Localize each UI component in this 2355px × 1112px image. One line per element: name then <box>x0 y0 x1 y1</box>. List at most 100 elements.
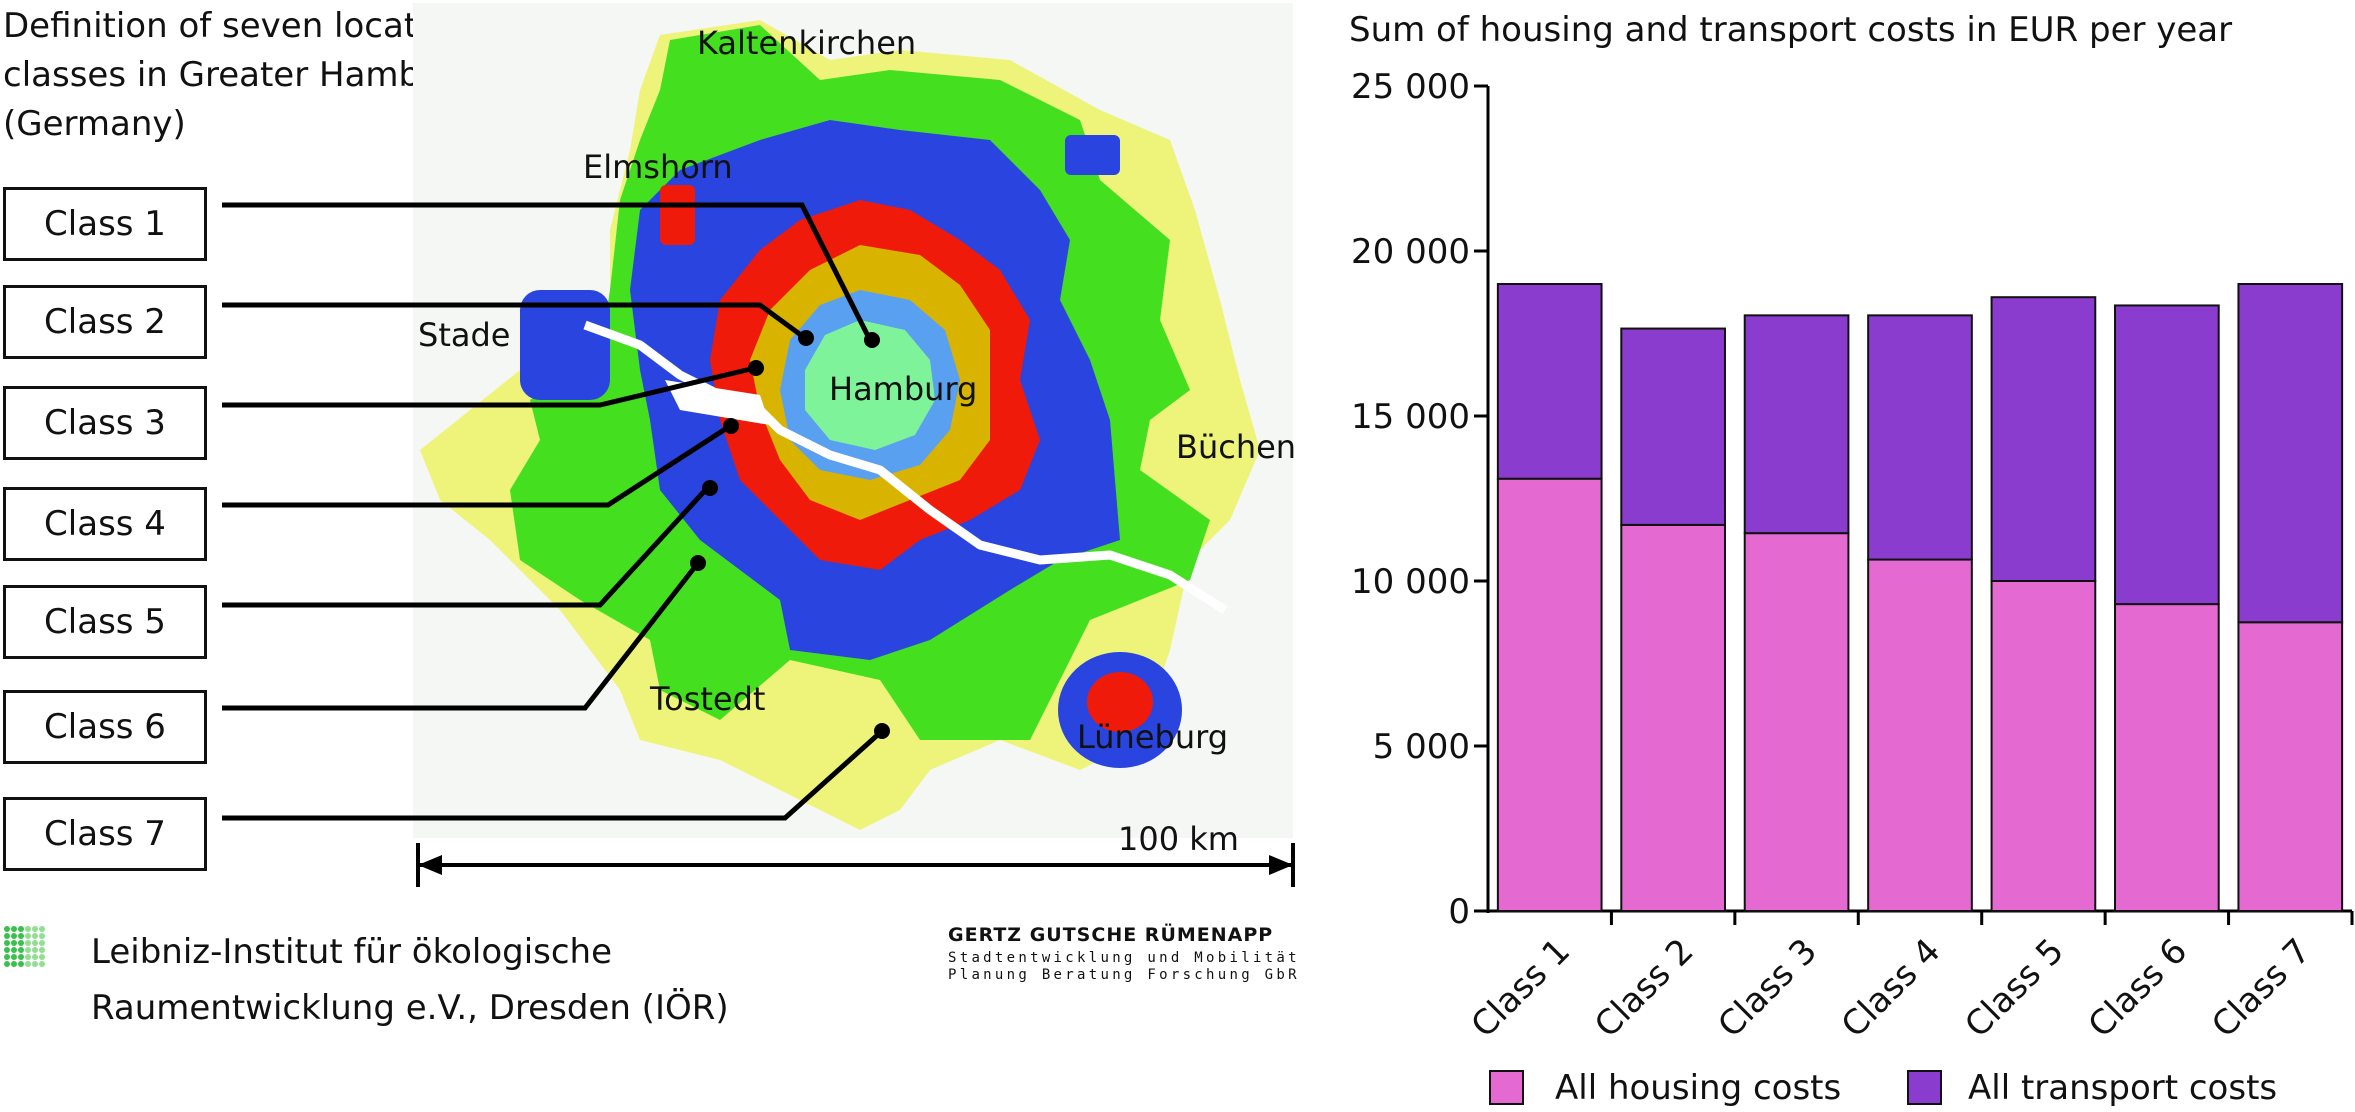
logo-dot <box>39 961 45 967</box>
legend-label-housing: All housing costs <box>1555 1068 1841 1108</box>
lueneburg-zone-core <box>1087 672 1153 732</box>
class-box-1: Class 1 <box>3 187 207 261</box>
logo-dot <box>32 933 38 939</box>
logo-dot <box>32 954 38 960</box>
logo-dot <box>4 947 10 953</box>
leader-dot-class-5 <box>702 480 718 496</box>
x-tick-label: Class 2 <box>1587 931 1701 1045</box>
logo-dot <box>25 954 31 960</box>
leader-line-class-2 <box>222 302 807 341</box>
class-box-2: Class 2 <box>3 285 207 359</box>
logo-dot <box>11 954 17 960</box>
logo-dot <box>4 961 10 967</box>
leader-line-class-3 <box>222 365 756 408</box>
logo-dot <box>32 926 38 932</box>
logo-dot <box>32 947 38 953</box>
scale-label: 100 km <box>1118 820 1239 858</box>
class-box-3: Class 3 <box>3 386 207 460</box>
leader-dot-class-7 <box>874 723 890 739</box>
logo-dot <box>18 961 24 967</box>
zone-class-1 <box>805 320 935 450</box>
location-class-map <box>222 3 1295 887</box>
map-title-line-2: classes in Greater Hamburg <box>3 55 477 95</box>
logo-dot <box>32 961 38 967</box>
leader-line-class-4 <box>222 423 732 508</box>
bar-segment-transport <box>1990 296 2097 582</box>
logo-dot <box>25 940 31 946</box>
x-tick-label: Class 4 <box>1834 931 1948 1045</box>
bar-segment-housing <box>1620 523 1726 913</box>
map-title: Definition of seven location classes in … <box>3 2 477 149</box>
bar-segment-transport <box>1620 327 1726 526</box>
bar-segment-housing <box>2114 603 2220 912</box>
ioer-logo <box>4 926 45 967</box>
legend-swatch-housing <box>1489 1070 1524 1105</box>
logo-dot <box>25 947 31 953</box>
leader-line-class-7 <box>222 729 884 821</box>
x-tick-label: Class 6 <box>2081 931 2195 1045</box>
logo-dot <box>18 926 24 932</box>
firm-line-2: Planung Beratung Forschung GbR <box>948 967 1300 983</box>
leader-line-class-5 <box>222 483 712 608</box>
class-box-4: Class 4 <box>3 487 207 561</box>
class-box-6: Class 6 <box>3 690 207 764</box>
elmshorn-zone-patch <box>660 185 695 245</box>
bar-segment-transport <box>1496 283 1603 480</box>
city-label-elmshorn: Elmshorn <box>583 148 733 186</box>
logo-dot <box>39 940 45 946</box>
bar-segment-housing <box>1867 558 1973 912</box>
bar-segment-transport <box>1743 314 1850 535</box>
logo-dot <box>11 947 17 953</box>
elbe-river <box>583 320 1228 614</box>
institute-credit: Leibniz-Institut für ökologische Raument… <box>91 924 729 1036</box>
y-tick-label: 0 <box>1448 892 1470 932</box>
x-tick-label: Class 3 <box>1710 931 1824 1045</box>
logo-dot <box>25 933 31 939</box>
firm-credit: GERTZ GUTSCHE RÜMENAPP Stadtentwicklung … <box>948 924 1300 984</box>
leader-lines <box>222 202 884 821</box>
logo-dot <box>39 926 45 932</box>
kaltenkirchen-zone-patch <box>1065 135 1120 175</box>
class-box-5: Class 5 <box>3 585 207 659</box>
logo-dot <box>11 961 17 967</box>
city-label-buechen: Büchen <box>1176 428 1297 466</box>
map-title-line-3: (Germany) <box>3 104 186 144</box>
y-tick-label: 25 000 <box>1351 67 1470 107</box>
logo-dot <box>32 940 38 946</box>
logo-dot <box>11 933 17 939</box>
logo-dot <box>4 933 10 939</box>
logo-dot <box>39 933 45 939</box>
y-tick-label: 15 000 <box>1351 397 1470 437</box>
leader-dot-class-3 <box>748 360 764 376</box>
bar-segment-housing <box>1990 580 2097 912</box>
y-tick-label: 10 000 <box>1351 562 1470 602</box>
logo-dot <box>18 933 24 939</box>
y-tick-label: 20 000 <box>1351 232 1470 272</box>
y-tick-label: 5 000 <box>1373 727 1470 767</box>
leader-dot-class-2 <box>798 330 814 346</box>
logo-dot <box>18 947 24 953</box>
x-tick-label: Class 1 <box>1464 931 1578 1045</box>
city-label-lueneburg: Lüneburg <box>1077 718 1229 756</box>
logo-dot <box>39 954 45 960</box>
leader-dot-class-4 <box>723 418 739 434</box>
logo-dot <box>25 926 31 932</box>
bar-segment-housing <box>2237 621 2344 912</box>
class-box-7: Class 7 <box>3 797 207 871</box>
leader-dot-class-1 <box>864 332 880 348</box>
x-tick-label: Class 7 <box>2204 931 2318 1045</box>
leader-dot-class-6 <box>690 555 706 571</box>
stade-zone-patch <box>520 290 610 400</box>
map-title-line-1: Definition of seven location <box>3 6 469 46</box>
scale-arrow-left <box>418 855 442 875</box>
logo-dot <box>18 954 24 960</box>
chart-title: Sum of housing and transport costs in EU… <box>1349 10 2233 50</box>
elbe-estuary <box>665 380 770 425</box>
logo-dot <box>4 926 10 932</box>
logo-dot <box>25 961 31 967</box>
logo-dot <box>4 940 10 946</box>
city-label-tostedt: Tostedt <box>650 680 766 718</box>
legend-swatch-transport <box>1907 1070 1942 1105</box>
bar-segment-housing <box>1496 477 1603 912</box>
